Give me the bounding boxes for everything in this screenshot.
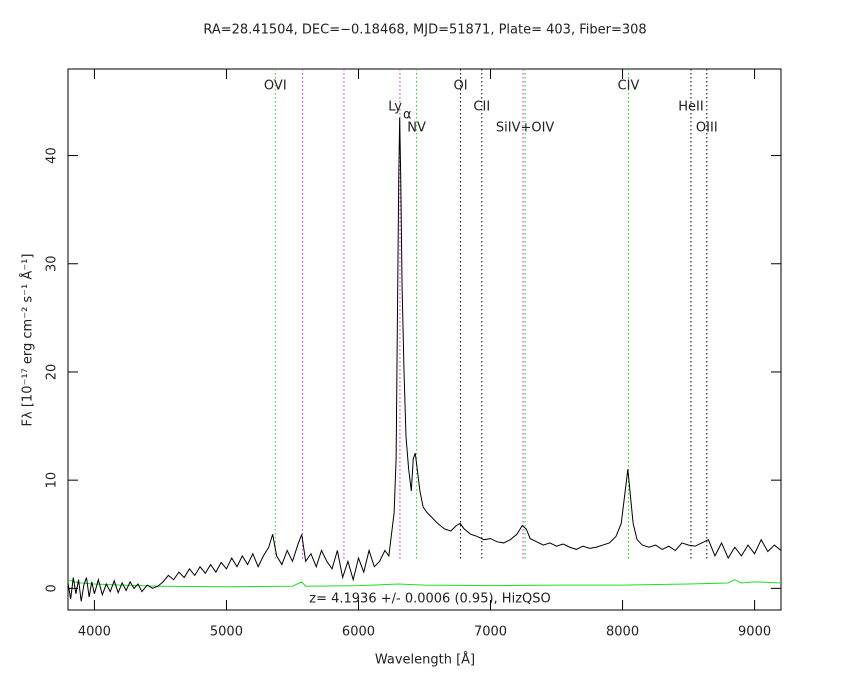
x-tick-label: 8000 <box>606 625 639 640</box>
x-tick-label: 9000 <box>738 625 771 640</box>
y-axis-label: Fλ [10⁻¹⁷ erg cm⁻² s⁻¹ Å⁻¹] <box>20 254 36 427</box>
flux-line <box>67 117 782 602</box>
line-label: CIV <box>618 79 640 94</box>
x-tick-label: 5000 <box>210 625 243 640</box>
annotation: z= 4.1936 +/- 0.0006 (0.95), HizQSO <box>309 592 550 607</box>
x-tick-label: 6000 <box>342 625 375 640</box>
x-tick-label: 4000 <box>78 625 111 640</box>
x-axis-label: Wavelength [Å] <box>375 652 475 668</box>
line-label: Ly <box>388 100 402 115</box>
y-tick-label: 30 <box>45 255 60 272</box>
x-tick-label: 7000 <box>474 625 507 640</box>
plot-frame <box>67 68 782 611</box>
chart-title: RA=28.41504, DEC=−0.18468, MJD=51871, Pl… <box>203 23 646 38</box>
y-tick-label: 20 <box>45 364 60 381</box>
line-label: NV <box>407 121 426 136</box>
y-tick-label: 0 <box>45 584 60 592</box>
error-line <box>67 579 782 588</box>
line-label: HeII <box>678 100 703 115</box>
line-label: OVI <box>264 79 287 94</box>
line-label: OI <box>454 79 468 94</box>
line-label: SiIV+OIV <box>496 121 555 136</box>
y-tick-label: 40 <box>45 147 60 164</box>
line-label: CII <box>473 100 490 115</box>
line-label-sub: α <box>403 108 412 123</box>
y-tick-label: 10 <box>45 472 60 489</box>
line-label: OIII <box>696 121 718 136</box>
